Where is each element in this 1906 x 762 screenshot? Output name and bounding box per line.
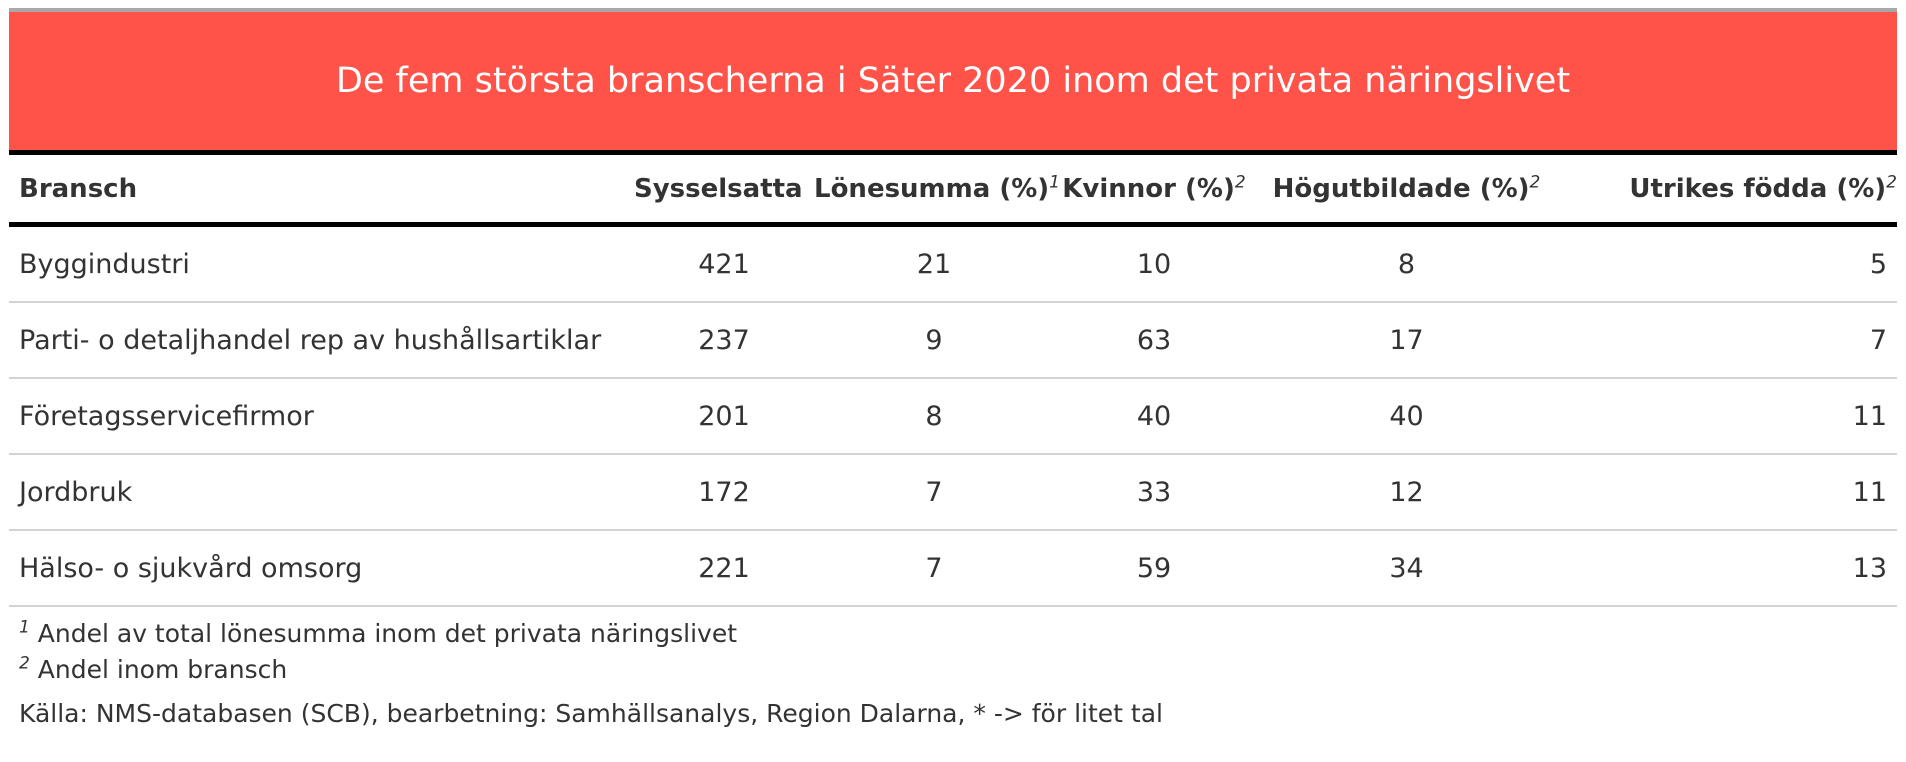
table-cell: 9: [925, 324, 943, 356]
col-header-kvinnor: Kvinnor (%)2: [1062, 171, 1246, 204]
row-divider: [9, 529, 1897, 531]
footnote-2: 2 Andel inom bransch: [19, 653, 288, 684]
header-top-rule: [9, 150, 1897, 155]
table-cell: 40: [1136, 400, 1172, 432]
table-cell: 7: [1869, 324, 1887, 356]
table-cell: 172: [698, 476, 750, 508]
table-cell: 21: [916, 248, 952, 280]
table-row: Hälso- o sjukvård omsorg 221 7 59 34 13: [9, 531, 1897, 605]
table-cell: Byggindustri: [19, 248, 190, 280]
table-header-row: Bransch Sysselsatta Lönesumma (%)1 Kvinn…: [9, 155, 1897, 222]
table-cell: 12: [1389, 476, 1424, 508]
row-divider: [9, 605, 1897, 607]
table-body: Byggindustri 421 21 10 8 5 Parti- o detaljhand…: [9, 227, 1897, 607]
table-row: Företagsservicefirmor 201 8 40 40 11: [9, 379, 1897, 453]
source-note: Källa: NMS-databasen (SCB), bearbetning:…: [19, 699, 1163, 728]
col-header-lonesumma: Lönesumma (%)1: [814, 171, 1060, 204]
table-cell: 34: [1389, 552, 1424, 584]
table-row: Jordbruk 172 7 33 12 11: [9, 455, 1897, 529]
table-title: De fem största branscherna i Säter 2020 …: [9, 12, 1897, 150]
table-cell: 237: [698, 324, 750, 356]
table-cell: 8: [1397, 248, 1416, 280]
footnote-1: 1 Andel av total lönesumma inom det priv…: [19, 617, 738, 648]
table-row: Parti- o detaljhandel rep av hushållsart…: [9, 303, 1897, 377]
footnote-marker: 1: [1049, 171, 1060, 192]
table-cell: 5: [1869, 248, 1887, 280]
table-cell: 59: [1136, 552, 1172, 584]
table-cell: 11: [1852, 476, 1887, 508]
footnote-marker: 2: [1529, 171, 1541, 192]
table-cell: 11: [1852, 400, 1887, 432]
row-divider: [9, 453, 1897, 455]
table-cell: Företagsservicefirmor: [19, 400, 314, 432]
header-bottom-rule: [9, 222, 1897, 227]
footnote-marker: 2: [1234, 171, 1246, 192]
col-header-sysselsatta: Sysselsatta: [634, 173, 803, 204]
table-cell: 10: [1136, 248, 1172, 280]
table-cell: 421: [698, 248, 750, 280]
table-cell: 17: [1389, 324, 1424, 356]
table-row: Byggindustri 421 21 10 8 5: [9, 227, 1897, 301]
row-divider: [9, 377, 1897, 379]
col-header-hogutbildade: Högutbildade (%)2: [1272, 171, 1541, 204]
table-cell: 7: [925, 476, 943, 508]
footnote-marker: 2: [1886, 171, 1897, 192]
table-cell: 40: [1389, 400, 1424, 432]
table-cell: Parti- o detaljhandel rep av hushållsart…: [19, 324, 602, 356]
table-cell: Jordbruk: [19, 476, 133, 508]
table-cell: 8: [925, 400, 943, 432]
table-cell: 7: [925, 552, 943, 584]
table-cell: 33: [1136, 476, 1172, 508]
col-header-utrikes-fodda: Utrikes födda (%)2: [1629, 171, 1897, 204]
table-cell: 63: [1136, 324, 1172, 356]
table-cell: 201: [698, 400, 750, 432]
table-wrapper: De fem största branscherna i Säter 2020 …: [9, 8, 1897, 739]
table-cell: Hälso- o sjukvård omsorg: [19, 552, 363, 584]
table-cell: 13: [1852, 552, 1887, 584]
table-cell: 221: [698, 552, 750, 584]
top-border: [9, 8, 1897, 12]
row-divider: [9, 301, 1897, 303]
col-header-bransch: Bransch: [19, 173, 138, 204]
